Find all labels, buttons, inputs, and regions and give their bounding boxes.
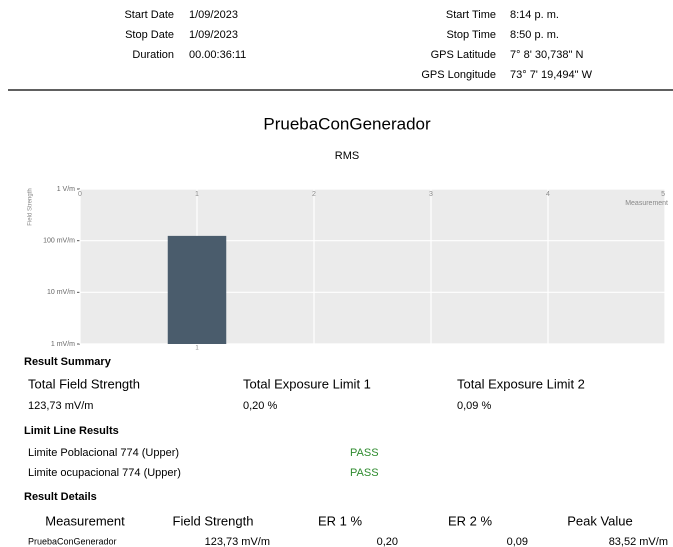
- x-tick-label: 1: [195, 191, 199, 198]
- y-tick-label: 10 mV/m: [47, 289, 75, 296]
- column-header: Field Strength: [173, 513, 254, 528]
- table-cell: 0,09: [507, 536, 528, 547]
- field-label: Start Date: [124, 9, 174, 21]
- x-tick-label: 4: [546, 191, 550, 198]
- table-cell: PruebaConGenerador: [28, 536, 117, 546]
- y-tick-label: 1 mV/m: [51, 341, 75, 348]
- bar: [167, 235, 227, 344]
- field-label: GPS Latitude: [431, 49, 496, 61]
- field-value: 8:50 p. m.: [510, 29, 559, 41]
- x-tick-label: 5: [661, 191, 665, 198]
- field-value: 1/09/2023: [189, 29, 238, 41]
- y-tick-label: 1 V/m: [57, 186, 75, 193]
- section-heading: Result Details: [24, 491, 97, 503]
- summary-label: Total Field Strength: [28, 376, 140, 391]
- field-value: 73° 7' 19,494" W: [510, 69, 593, 81]
- field-value: 8:14 p. m.: [510, 9, 559, 21]
- table-cell: 123,73 mV/m: [205, 536, 270, 547]
- y-axis-label: Field Strength: [28, 188, 34, 225]
- chart-title: PruebaConGenerador: [263, 114, 431, 133]
- field-value: 1/09/2023: [189, 9, 238, 21]
- summary-value: 0,09 %: [457, 400, 491, 412]
- column-header: Peak Value: [567, 513, 633, 528]
- column-header: Measurement: [45, 513, 125, 528]
- summary-value: 0,20 %: [243, 400, 277, 412]
- field-value: 00.00:36:11: [189, 49, 246, 61]
- field-value: 7° 8' 30,738" N: [510, 49, 583, 61]
- x-tick-label: 3: [429, 191, 433, 198]
- section-heading: Limit Line Results: [24, 425, 119, 437]
- x-tick-label: 0: [78, 191, 82, 198]
- field-label: Start Time: [446, 9, 496, 21]
- limit-status: PASS: [350, 467, 379, 479]
- summary-label: Total Exposure Limit 1: [243, 376, 371, 391]
- column-header: ER 1 %: [318, 513, 363, 528]
- y-tick-label: 100 mV/m: [43, 238, 75, 245]
- field-label: Duration: [132, 49, 174, 61]
- x-tick-label: 2: [312, 191, 316, 198]
- column-header: ER 2 %: [448, 513, 493, 528]
- summary-value: 123,73 mV/m: [28, 400, 93, 412]
- section-heading: Result Summary: [24, 356, 112, 368]
- table-cell: 0,20: [377, 536, 398, 547]
- field-label: GPS Longitude: [421, 69, 496, 81]
- x-category-label: 1: [195, 346, 199, 352]
- x-axis-label: Measurement: [625, 200, 668, 207]
- summary-label: Total Exposure Limit 2: [457, 376, 585, 391]
- field-label: Stop Time: [446, 29, 496, 41]
- limit-name: Limite Poblacional 774 (Upper): [28, 447, 179, 459]
- field-label: Stop Date: [125, 29, 174, 41]
- chart-subtitle: RMS: [335, 150, 359, 162]
- table-cell: 83,52 mV/m: [609, 536, 668, 547]
- limit-name: Limite ocupacional 774 (Upper): [28, 467, 181, 479]
- limit-status: PASS: [350, 447, 379, 459]
